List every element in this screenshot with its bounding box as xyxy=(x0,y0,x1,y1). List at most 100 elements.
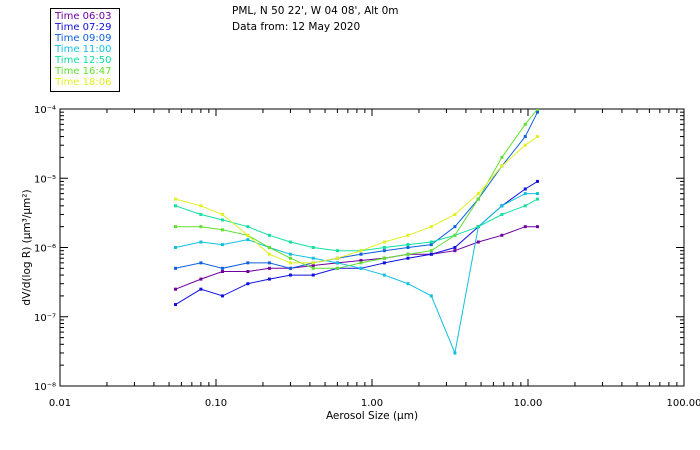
plot-frame xyxy=(59,108,685,387)
y-tick-label: 10⁻⁴ xyxy=(34,105,56,116)
data-point xyxy=(500,155,504,159)
data-point xyxy=(173,204,177,208)
data-point xyxy=(523,122,527,126)
data-point xyxy=(429,225,433,229)
x-tick-label: 10.00 xyxy=(514,398,543,409)
x-axis-label: Aerosol Size (μm) xyxy=(326,410,418,422)
data-point xyxy=(359,266,363,270)
data-point xyxy=(429,240,433,244)
data-point xyxy=(199,277,203,281)
data-point xyxy=(476,225,480,229)
data-point xyxy=(173,266,177,270)
y-tick-label: 10⁻⁶ xyxy=(34,244,56,255)
data-point xyxy=(267,266,271,270)
data-point xyxy=(220,294,224,298)
data-point xyxy=(406,243,410,247)
data-point xyxy=(406,246,410,249)
data-point xyxy=(359,258,363,262)
data-point xyxy=(246,225,250,229)
data-point xyxy=(173,197,177,201)
series-line xyxy=(175,226,538,290)
data-point xyxy=(288,273,292,277)
data-point xyxy=(535,179,539,183)
data-point xyxy=(500,204,504,208)
legend-entry-0: Time 06:03 xyxy=(55,11,112,22)
data-point xyxy=(335,256,339,260)
legend: Time 06:03 Time 07:29 Time 09:09 Time 11… xyxy=(50,8,120,92)
data-point xyxy=(523,135,527,139)
data-point xyxy=(382,273,386,277)
chart-subtitle: Data from: 12 May 2020 xyxy=(232,21,361,33)
series-5 xyxy=(173,109,539,270)
data-point xyxy=(500,212,504,216)
data-point xyxy=(335,261,339,265)
data-point xyxy=(406,252,410,256)
data-point xyxy=(288,261,292,265)
x-tick-label: 0.01 xyxy=(49,398,71,409)
data-point xyxy=(359,249,363,253)
legend-entry-3: Time 11:00 xyxy=(55,44,112,55)
data-point xyxy=(173,225,177,229)
data-point xyxy=(173,303,177,307)
series-0 xyxy=(173,225,539,291)
data-point xyxy=(429,249,433,253)
data-point xyxy=(335,266,339,270)
data-point xyxy=(429,252,433,256)
data-point xyxy=(406,256,410,260)
data-point xyxy=(267,246,271,249)
data-point xyxy=(267,252,271,256)
data-point xyxy=(311,246,315,249)
data-point xyxy=(535,109,539,111)
data-point xyxy=(288,256,292,260)
data-point xyxy=(535,192,539,196)
data-point xyxy=(382,246,386,249)
y-tick-label: 10⁻⁸ xyxy=(34,382,56,393)
data-point xyxy=(429,294,433,298)
data-point xyxy=(500,233,504,237)
data-point xyxy=(523,187,527,191)
data-point xyxy=(246,261,250,265)
series-3 xyxy=(173,192,539,355)
data-point xyxy=(220,228,224,232)
series-4 xyxy=(173,197,539,253)
data-point xyxy=(453,225,457,229)
data-point xyxy=(453,212,457,216)
data-point xyxy=(311,263,315,267)
data-point xyxy=(523,143,527,147)
data-point xyxy=(267,233,271,237)
y-axis-label: dV/d(log R) (μm³/μm²) xyxy=(21,189,33,305)
y-tick-label: 10⁻⁵ xyxy=(34,174,56,185)
data-point xyxy=(382,249,386,253)
data-point xyxy=(199,212,203,216)
data-point xyxy=(523,204,527,208)
data-point xyxy=(453,249,457,253)
data-point xyxy=(246,282,250,286)
data-point xyxy=(359,261,363,265)
data-point xyxy=(173,246,177,249)
chart-title: PML, N 50 22', W 04 08', Alt 0m xyxy=(232,5,399,17)
data-point xyxy=(311,261,315,265)
data-point xyxy=(199,204,203,208)
series-2 xyxy=(173,110,539,270)
data-point xyxy=(535,225,539,229)
data-point xyxy=(199,261,203,265)
data-point xyxy=(453,246,457,249)
data-point xyxy=(535,197,539,201)
data-point xyxy=(267,261,271,265)
data-point xyxy=(476,192,480,196)
data-point xyxy=(199,240,203,244)
data-point xyxy=(382,240,386,244)
x-tick-label: 1.00 xyxy=(361,398,383,409)
data-point xyxy=(288,266,292,270)
data-point xyxy=(220,266,224,270)
data-point xyxy=(267,277,271,281)
data-point xyxy=(246,270,250,274)
data-point xyxy=(523,225,527,229)
legend-entry-6: Time 18:06 xyxy=(55,77,112,88)
data-point xyxy=(311,266,315,270)
legend-entry-2: Time 09:09 xyxy=(55,33,112,44)
data-point xyxy=(359,252,363,256)
data-point xyxy=(382,261,386,265)
data-point xyxy=(335,249,339,253)
